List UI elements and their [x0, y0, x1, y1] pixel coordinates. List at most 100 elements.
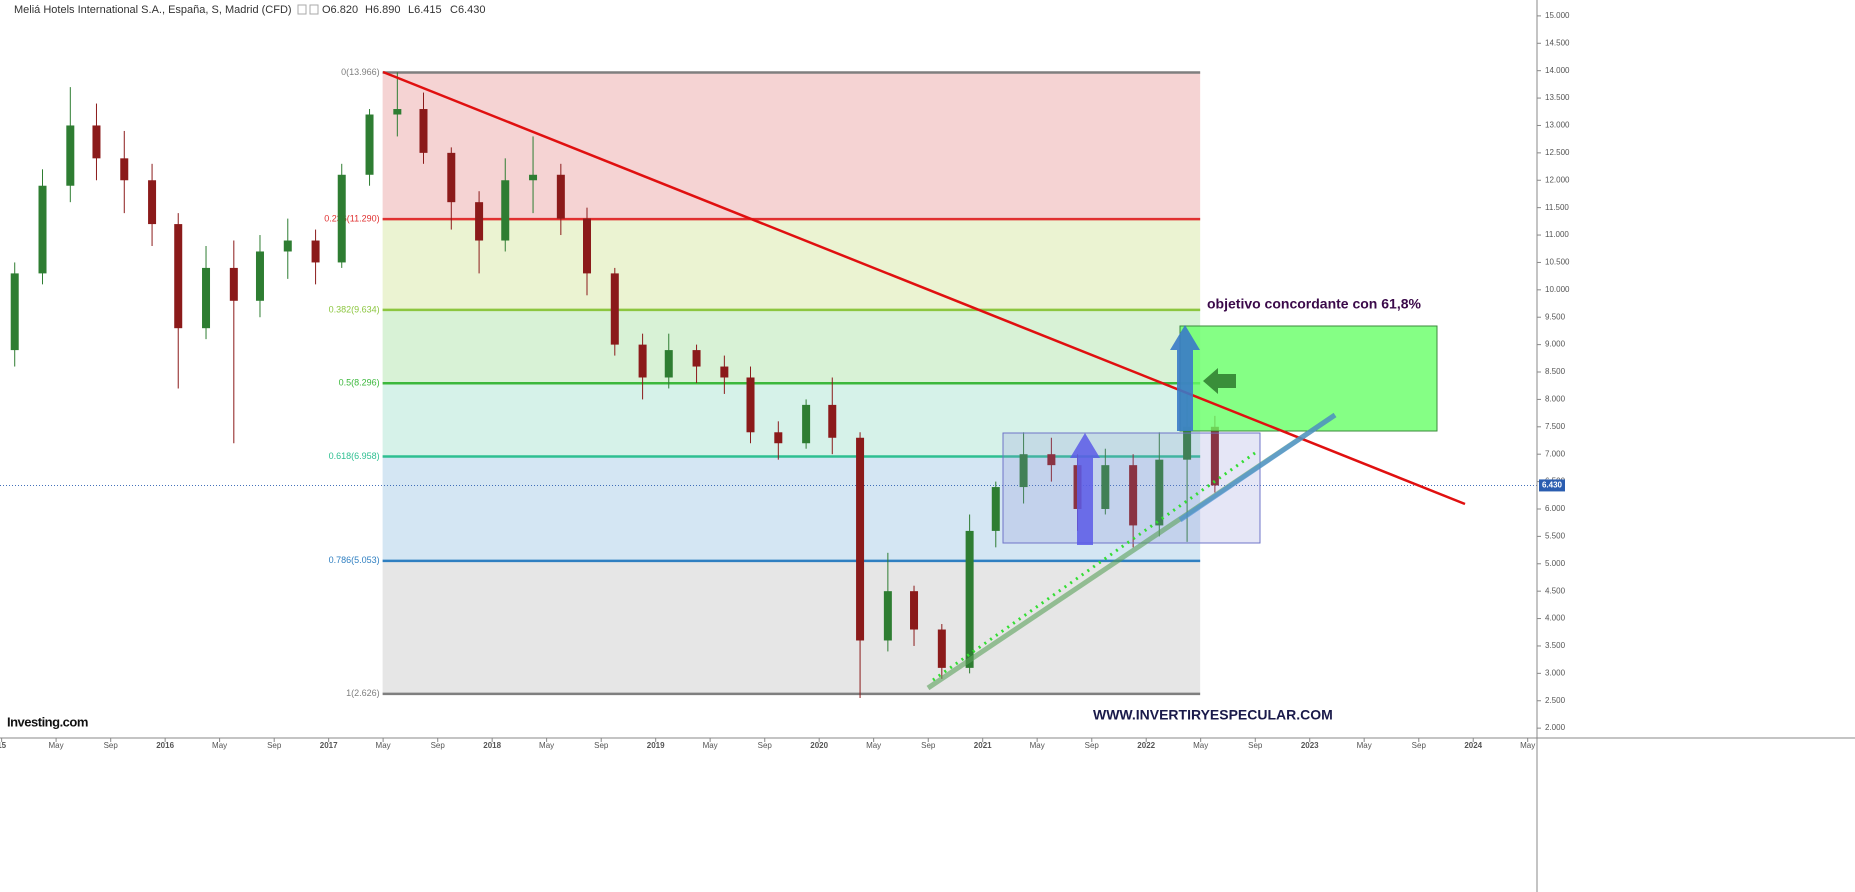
- candle-body: [365, 114, 374, 175]
- candle-body: [120, 158, 129, 181]
- logo: Investing.com: [7, 714, 88, 729]
- y-tick-label: 11.000: [1545, 230, 1569, 239]
- x-tick-label: 2018: [483, 741, 501, 750]
- fib-label: 0.786(5.053): [329, 555, 380, 565]
- y-tick-label: 15.000: [1545, 11, 1570, 20]
- x-tick-label: Sep: [1085, 741, 1100, 750]
- x-tick-label: 2024: [1464, 741, 1482, 750]
- candle-body: [148, 180, 157, 225]
- candle-body: [937, 629, 946, 668]
- x-tick-label: May: [539, 741, 554, 750]
- candle-body: [202, 267, 211, 329]
- candle-body: [174, 224, 183, 329]
- x-tick-label: May: [1030, 741, 1045, 750]
- x-tick-label: 2020: [810, 741, 828, 750]
- candle-body: [447, 152, 456, 203]
- x-tick-label: Sep: [1248, 741, 1263, 750]
- candle-body: [255, 251, 264, 301]
- y-tick-label: 10.500: [1545, 258, 1570, 267]
- candle-body: [583, 218, 592, 274]
- y-tick-label: 3.500: [1545, 641, 1566, 650]
- downtrend-line: [382, 70, 1466, 506]
- candle-body: [92, 125, 101, 159]
- x-tick-label: Sep: [1412, 741, 1427, 750]
- candle-body: [1129, 465, 1138, 526]
- candle-body: [828, 404, 837, 438]
- dotted-support: [932, 451, 1256, 682]
- candle-body: [1183, 426, 1192, 460]
- candle-body: [1210, 426, 1219, 486]
- candle-body: [229, 267, 238, 301]
- x-tick-label: Sep: [267, 741, 282, 750]
- fib-zone: [382, 383, 1201, 457]
- candle-body: [883, 591, 892, 641]
- y-tick-label: 8.000: [1545, 395, 1566, 404]
- header-high: H6.890: [365, 4, 400, 16]
- arrow-left: [1203, 368, 1236, 394]
- candle-body: [1155, 459, 1164, 526]
- candle-body: [802, 404, 811, 444]
- candles-layer: [10, 72, 1219, 699]
- watermark: WWW.INVERTIRYESPECULAR.COM: [1093, 707, 1333, 723]
- header-low: L6.415: [408, 4, 442, 16]
- candle-body: [692, 350, 701, 367]
- x-tick-label: May: [703, 741, 718, 750]
- x-tick-label: Sep: [921, 741, 936, 750]
- arrow-up: [1070, 433, 1100, 545]
- range-box: [1002, 432, 1261, 544]
- x-tick-label: 2022: [1137, 741, 1155, 750]
- last-price-tag: [1539, 479, 1565, 492]
- y-tick-label: 13.500: [1545, 93, 1570, 102]
- candle-body: [1101, 465, 1110, 509]
- fib-zone: [382, 309, 1201, 384]
- icon: [297, 4, 307, 15]
- y-tick-label: 14.000: [1545, 66, 1570, 75]
- fib-zone: [382, 560, 1201, 694]
- candle-body: [746, 377, 755, 433]
- x-tick-label: May: [866, 741, 881, 750]
- x-tick-label: 2016: [156, 741, 174, 750]
- candle-body: [638, 344, 647, 378]
- y-tick-label: 2.500: [1545, 696, 1566, 705]
- icon: [309, 4, 319, 15]
- y-tick-label: 6.000: [1545, 504, 1566, 513]
- y-tick-label: 7.500: [1545, 422, 1566, 431]
- x-tick-label: May: [212, 741, 227, 750]
- y-tick-label: 9.000: [1545, 340, 1566, 349]
- y-tick-label: 14.500: [1545, 38, 1570, 47]
- x-tick-label: Sep: [758, 741, 773, 750]
- y-tick-label: 7.000: [1545, 449, 1566, 458]
- candle-body: [610, 273, 619, 345]
- x-tick-label: Sep: [431, 741, 446, 750]
- candle-body: [337, 174, 346, 263]
- y-tick-label: 4.500: [1545, 586, 1566, 595]
- fib-label: 1(2.626): [346, 688, 380, 698]
- y-tick-label: 10.000: [1545, 285, 1570, 294]
- candle-body: [720, 366, 729, 378]
- candle-body: [1019, 454, 1028, 488]
- fib-zone: [382, 72, 1201, 220]
- y-tick-label: 11.500: [1545, 203, 1569, 212]
- x-tick-label: May: [376, 741, 391, 750]
- candle-body: [774, 432, 783, 444]
- candle-body: [501, 180, 510, 241]
- y-tick-label: 4.000: [1545, 614, 1566, 623]
- x-tick-label: 2023: [1301, 741, 1319, 750]
- fib-label: 0.236(11.290): [324, 214, 379, 224]
- candle-body: [393, 109, 402, 115]
- fib-label: 0.618(6.958): [329, 451, 380, 461]
- x-tick-label: May: [1520, 741, 1535, 750]
- y-tick-label: 2.000: [1545, 723, 1566, 732]
- x-tick-label: 2019: [647, 741, 665, 750]
- x-tick-label: May: [1193, 741, 1208, 750]
- y-tick-label: 13.000: [1545, 121, 1570, 130]
- x-tick-label: Sep: [594, 741, 609, 750]
- candle-body: [529, 174, 538, 181]
- y-tick-label: 5.500: [1545, 531, 1566, 540]
- fib-label: 0.5(8.296): [339, 378, 380, 388]
- x-tick-label: 15: [0, 741, 7, 750]
- x-tick-label: 2017: [320, 741, 338, 750]
